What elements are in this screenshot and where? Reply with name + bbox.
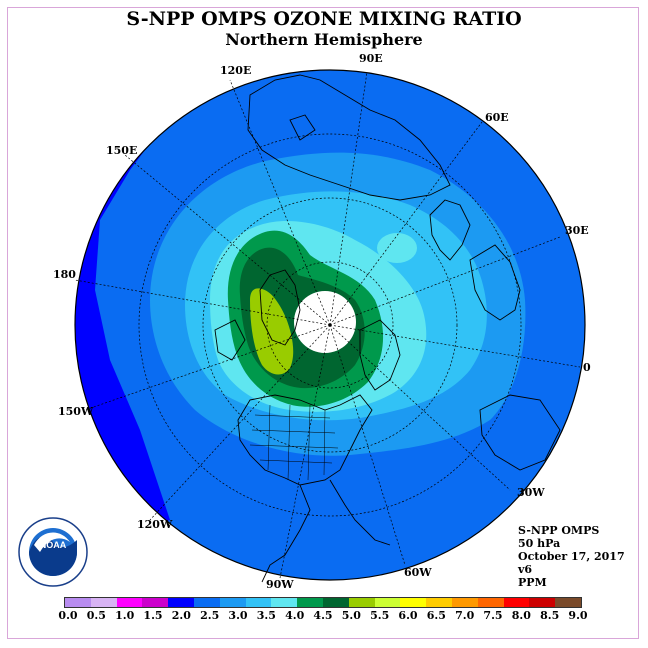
color-scale-tick: 6.5 (426, 609, 446, 622)
longitude-label: 120E (220, 64, 252, 77)
color-scale-swatch (451, 598, 478, 607)
color-scale-tick: 4.0 (285, 609, 305, 622)
color-scale (64, 597, 582, 608)
color-scale-swatch (116, 598, 143, 607)
color-scale-tick: 3.0 (228, 609, 248, 622)
page-frame (7, 7, 639, 639)
longitude-label: 60W (404, 566, 432, 579)
color-scale-tick: 1.0 (115, 609, 135, 622)
color-scale-tick: 3.5 (256, 609, 276, 622)
noaa-logo: NOAA (18, 517, 88, 587)
longitude-label: 150E (106, 144, 138, 157)
info-level: 50 hPa (518, 537, 561, 550)
color-scale-swatch (193, 598, 220, 607)
color-scale-tick: 1.5 (143, 609, 163, 622)
color-scale-swatch (503, 598, 530, 607)
color-scale-swatch (271, 598, 298, 607)
color-scale-tick: 7.5 (483, 609, 503, 622)
color-scale-swatch (322, 598, 349, 607)
longitude-label: 90W (266, 578, 294, 591)
color-scale-swatch (168, 598, 194, 607)
color-scale-swatch (400, 598, 427, 607)
longitude-label: 150W (58, 405, 94, 418)
graticule (74, 71, 581, 579)
color-scale-tick: 8.0 (511, 609, 531, 622)
map-boundary (74, 69, 586, 581)
color-scale-swatch (348, 598, 375, 607)
color-scale-tick: 9.0 (568, 609, 588, 622)
color-scale-tick: 8.5 (540, 609, 560, 622)
color-scale-swatch (245, 598, 272, 607)
contour-5.5 (250, 288, 294, 375)
color-scale-tick: 2.5 (200, 609, 220, 622)
color-scale-swatch (142, 598, 169, 607)
map-title: S-NPP OMPS OZONE MIXING RATIO (126, 8, 522, 30)
longitude-label: 60E (485, 111, 509, 124)
color-scale-tick: 2.0 (171, 609, 191, 622)
map-subtitle: Northern Hemisphere (225, 30, 423, 49)
color-scale-swatch (219, 598, 246, 607)
color-scale-swatch (529, 598, 556, 607)
color-scale-swatch (65, 598, 91, 607)
contour-4.0-island (377, 233, 417, 263)
longitude-label: 30E (565, 224, 589, 237)
color-scale-tick: 0.0 (58, 609, 78, 622)
color-scale-swatch (555, 598, 581, 607)
info-instrument: S-NPP OMPS (518, 524, 600, 537)
color-scale-tick: 4.5 (313, 609, 333, 622)
polar-missing-data (294, 291, 356, 353)
noaa-logo-text: NOAA (40, 540, 67, 550)
color-scale-swatch (90, 598, 117, 607)
color-scale-swatch (374, 598, 401, 607)
info-date: October 17, 2017 (518, 550, 625, 563)
longitude-label: 0 (583, 361, 591, 374)
longitude-label: 180 (53, 268, 76, 281)
color-scale-tick: 5.5 (370, 609, 390, 622)
longitude-label: 30W (517, 486, 545, 499)
color-scale-tick: 0.5 (86, 609, 106, 622)
longitude-label: 90E (359, 52, 383, 65)
color-scale-swatch (426, 598, 452, 607)
info-version: v6 (518, 563, 533, 576)
coastlines (214, 74, 561, 583)
color-scale-tick: 7.0 (455, 609, 475, 622)
color-scale-tick: 5.0 (341, 609, 361, 622)
color-scale-swatch (297, 598, 323, 607)
longitude-label: 120W (137, 518, 173, 531)
info-units: PPM (518, 576, 547, 589)
color-scale-tick: 6.0 (398, 609, 418, 622)
color-scale-swatch (477, 598, 504, 607)
